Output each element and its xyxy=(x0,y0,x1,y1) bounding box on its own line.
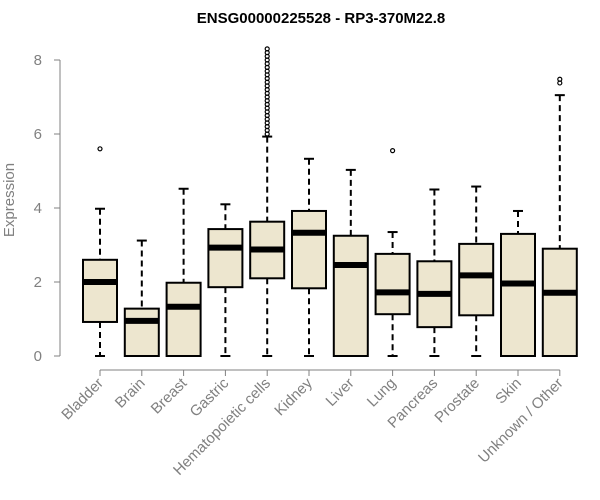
box-breast xyxy=(165,187,202,357)
y-axis-label: Expression xyxy=(1,163,18,237)
box-unknown-other xyxy=(541,76,578,357)
outlier-point xyxy=(390,148,396,154)
x-tick-label-lung: Lung xyxy=(364,375,400,411)
box-body xyxy=(165,281,202,357)
box-pancreas xyxy=(416,188,453,357)
outlier-point xyxy=(97,146,103,152)
box-body xyxy=(458,242,495,317)
boxes-group xyxy=(82,46,578,358)
x-tick-label-kidney: Kidney xyxy=(271,374,316,419)
y-axis: 0 2 4 6 8 xyxy=(34,52,61,365)
box-brain xyxy=(123,239,160,358)
x-tick-label-bladder: Bladder xyxy=(58,375,107,424)
box-body xyxy=(291,209,327,290)
x-tick-label-prostate: Prostate xyxy=(431,375,483,427)
box-lung xyxy=(374,148,411,357)
y-tick-label: 4 xyxy=(34,200,42,217)
x-tick-label-breast: Breast xyxy=(148,374,191,417)
x-tick-label-brain: Brain xyxy=(112,375,149,412)
box-body xyxy=(541,247,578,357)
box-hematopoietic-cells xyxy=(249,46,286,357)
box-body xyxy=(123,307,160,358)
box-bladder xyxy=(82,146,118,357)
box-body xyxy=(207,228,244,289)
box-body xyxy=(332,234,369,357)
y-tick-label: 8 xyxy=(34,52,42,69)
box-body xyxy=(82,258,118,323)
x-tick-label-skin: Skin xyxy=(492,375,525,408)
y-tick-label: 2 xyxy=(34,274,42,291)
box-prostate xyxy=(458,185,495,357)
y-tick-label: 6 xyxy=(34,126,42,143)
box-body xyxy=(374,252,411,316)
box-body xyxy=(500,232,536,357)
chart-title: ENSG00000225528 - RP3-370M22.8 xyxy=(197,10,446,27)
outlier-point xyxy=(557,76,563,82)
box-gastric xyxy=(207,203,244,357)
box-liver xyxy=(332,168,369,357)
box-kidney xyxy=(291,157,327,357)
outlier-point xyxy=(264,46,270,52)
x-tick-label-liver: Liver xyxy=(323,375,358,410)
box-skin xyxy=(500,209,536,357)
y-tick-label: 0 xyxy=(34,348,42,365)
